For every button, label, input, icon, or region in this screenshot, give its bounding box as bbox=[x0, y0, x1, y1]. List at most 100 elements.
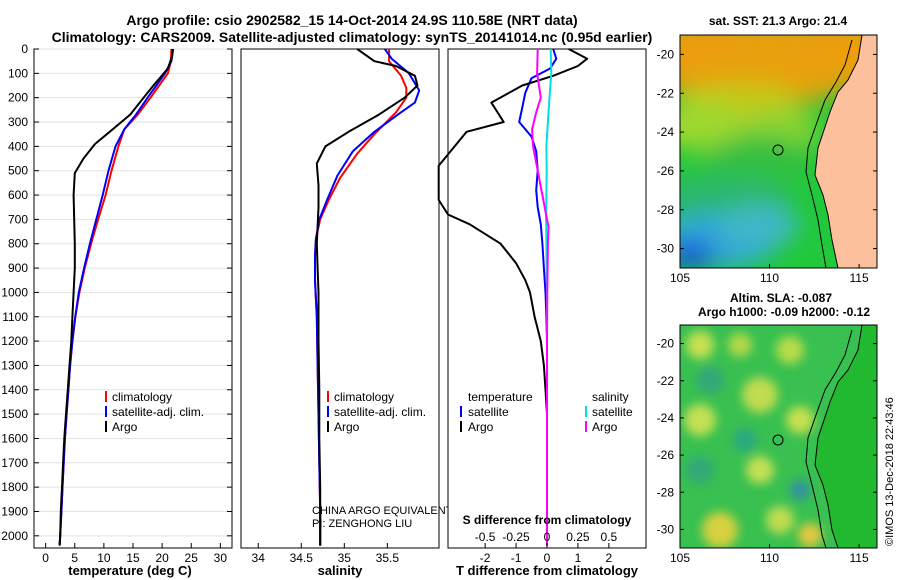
s-tick-label: 0 bbox=[544, 530, 551, 544]
legend-t-satellite-label: satellite bbox=[468, 405, 509, 419]
depth-tick-label: 500 bbox=[8, 164, 28, 178]
depth-tick-label: 300 bbox=[8, 115, 28, 129]
x-tick-label: 5 bbox=[71, 551, 78, 565]
sla-lon-tick-labels: 105 110 115 bbox=[670, 544, 869, 565]
legend-s-argo-swatch bbox=[585, 421, 587, 432]
legend-s-satellite-label: satellite bbox=[592, 405, 633, 419]
lon-tick-label: 115 bbox=[850, 551, 869, 565]
x-tick-label: -2 bbox=[480, 551, 491, 565]
x-tick-label: 2 bbox=[606, 551, 613, 565]
salinity-series bbox=[314, 48, 421, 546]
legend-argo-label: Argo bbox=[334, 420, 360, 434]
difference-legend: temperature satellite Argo salinity sate… bbox=[460, 390, 633, 434]
sst-map-title: sat. SST: 21.3 Argo: 21.4 bbox=[709, 14, 848, 28]
sla-land bbox=[815, 325, 877, 548]
temperature-tick-labels: 0 5 10 15 20 25 30 bbox=[42, 543, 227, 565]
lat-tick-label: -24 bbox=[657, 125, 675, 139]
legend-satellite-label: satellite-adj. clim. bbox=[334, 405, 426, 419]
figure-title-line2: Climatology: CARS2009. Satellite-adjuste… bbox=[52, 29, 653, 45]
sla-map-frame bbox=[679, 324, 878, 549]
lat-tick-label: -26 bbox=[657, 164, 675, 178]
legend-satellite-swatch bbox=[327, 406, 329, 417]
depth-tick-label: 0 bbox=[21, 42, 28, 56]
lat-tick-label: -22 bbox=[657, 86, 675, 100]
legend-temperature-title: temperature bbox=[468, 390, 533, 404]
sst-lat-tick-labels: -20 -22 -24 -26 -28 -30 bbox=[657, 47, 877, 256]
s-tick-label: 0.25 bbox=[566, 530, 590, 544]
legend-climatology-swatch bbox=[105, 391, 107, 402]
lat-tick-label: -28 bbox=[657, 485, 675, 499]
sla-coastline bbox=[814, 325, 863, 548]
series-argo bbox=[315, 48, 419, 546]
lat-tick-label: -24 bbox=[657, 411, 675, 425]
depth-tick-label: 1300 bbox=[1, 358, 28, 372]
legend-t-argo-swatch bbox=[460, 421, 462, 432]
salinity-legend: climatology satellite-adj. clim. Argo bbox=[327, 390, 426, 434]
depth-tick-label: 1900 bbox=[1, 504, 28, 518]
sst-argo-location-marker bbox=[772, 144, 784, 156]
lat-tick-label: -30 bbox=[657, 522, 675, 536]
difference-series bbox=[437, 48, 589, 546]
depth-tick-label: 900 bbox=[8, 261, 28, 275]
lat-tick-label: -20 bbox=[657, 47, 675, 61]
sst-map-frame bbox=[679, 34, 878, 269]
depth-tick-label: 100 bbox=[8, 66, 28, 80]
salinity-plot-frame bbox=[240, 48, 440, 549]
x-tick-label: 34.5 bbox=[290, 551, 314, 565]
sla-map-title: Altim. SLA: -0.087 bbox=[730, 291, 832, 305]
lon-tick-label: 105 bbox=[670, 551, 690, 565]
lat-tick-label: -30 bbox=[657, 242, 675, 256]
depth-tick-label: 400 bbox=[8, 139, 28, 153]
series-temperature-argo bbox=[437, 48, 589, 546]
x-tick-label: -1 bbox=[511, 551, 522, 565]
sst-map-field bbox=[680, 35, 877, 268]
depth-tick-labels: 0 100 200 300 400 500 600 700 800 900 1000 1100 1200… bbox=[1, 42, 28, 543]
s-tick-label: -0.25 bbox=[502, 530, 530, 544]
temperature-gridlines bbox=[34, 48, 232, 537]
legend-climatology-label: climatology bbox=[334, 390, 394, 404]
t-difference-tick-labels: -2 -1 0 1 2 bbox=[480, 543, 613, 565]
temperature-panel: 0100200300400500600700800900100011001200… bbox=[1, 42, 233, 578]
legend-t-satellite-swatch bbox=[460, 406, 462, 417]
legend-s-argo-label: Argo bbox=[592, 420, 618, 434]
lat-tick-label: -28 bbox=[657, 203, 675, 217]
depth-tick-label: 2000 bbox=[1, 529, 28, 543]
depth-tick-label: 1600 bbox=[1, 431, 28, 445]
salinity-panel: 34 34.5 35 35.5 salinity climatology satell… bbox=[240, 48, 453, 578]
sla-map-subtitle: Argo h1000: -0.09 h2000: -0.12 bbox=[698, 305, 870, 319]
lat-tick-label: -26 bbox=[657, 448, 675, 462]
x-tick-label: 1 bbox=[575, 551, 582, 565]
legend-argo-swatch bbox=[327, 421, 329, 432]
depth-tick-label: 1400 bbox=[1, 383, 28, 397]
depth-tick-label: 1700 bbox=[1, 456, 28, 470]
depth-tick-label: 1800 bbox=[1, 480, 28, 494]
x-tick-label: 25 bbox=[185, 551, 199, 565]
series-argo bbox=[58, 48, 174, 546]
depth-tick-label: 800 bbox=[8, 237, 28, 251]
lon-tick-label: 105 bbox=[670, 271, 690, 285]
sla-depth-contour bbox=[805, 329, 853, 548]
sst-depth-contour bbox=[805, 39, 853, 268]
depth-tick-label: 700 bbox=[8, 212, 28, 226]
salinity-axis-label: salinity bbox=[318, 563, 364, 578]
depth-tick-label: 600 bbox=[8, 188, 28, 202]
x-tick-label: 30 bbox=[214, 551, 228, 565]
series-salinity-argo bbox=[531, 48, 550, 546]
lat-tick-label: -20 bbox=[657, 337, 675, 351]
sst-coastline bbox=[814, 35, 863, 268]
legend-argo-label: Argo bbox=[112, 420, 138, 434]
legend-t-argo-label: Argo bbox=[468, 420, 494, 434]
depth-tick-label: 1500 bbox=[1, 407, 28, 421]
temperature-plot-frame bbox=[33, 48, 233, 549]
sla-argo-location-marker bbox=[772, 434, 784, 446]
legend-satellite-swatch bbox=[105, 406, 107, 417]
sst-map-panel: sat. SST: 21.3 Argo: 21.4 -20-22-24-26-2… bbox=[657, 14, 878, 285]
sla-map-panel: Altim. SLA: -0.087 Argo h1000: -0.09 h20… bbox=[657, 291, 878, 565]
sla-lat-tick-labels: -20 -22 -24 -26 -28 -30 bbox=[657, 337, 877, 536]
temperature-axis-label: temperature (deg C) bbox=[68, 563, 192, 578]
x-tick-label: 34 bbox=[252, 551, 266, 565]
legend-climatology-swatch bbox=[327, 391, 329, 402]
difference-panel: -2 -1 0 1 2 -0.5 -0.25 0 0.25 0.5 S difference f… bbox=[437, 48, 647, 578]
legend-salinity-title: salinity bbox=[592, 390, 629, 404]
